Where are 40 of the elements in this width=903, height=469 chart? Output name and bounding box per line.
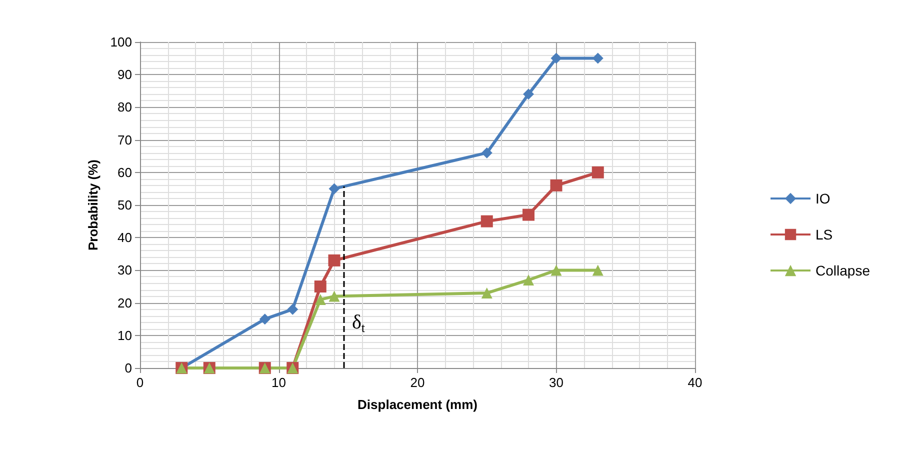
y-tick-label: 0 (124, 360, 132, 376)
legend-label: LS (816, 226, 833, 242)
y-tick-label: 70 (118, 132, 132, 148)
point (481, 288, 492, 299)
point (259, 314, 270, 325)
point (550, 52, 562, 64)
x-tick-label: 30 (549, 375, 564, 390)
point (523, 274, 534, 286)
y-axis-title: Probability (%) (85, 159, 100, 251)
point (592, 264, 604, 276)
point (523, 88, 534, 100)
x-tick-label: 0 (136, 375, 144, 390)
y-tick-label: 80 (118, 100, 132, 115)
point (480, 215, 493, 228)
y-tick-label: 10 (118, 328, 132, 343)
x-tick-label: 40 (688, 375, 702, 390)
point (287, 304, 298, 315)
point (328, 254, 340, 266)
point (550, 179, 562, 192)
point (522, 208, 534, 221)
point (592, 52, 604, 64)
x-axis-title: Displacement (mm) (358, 397, 478, 412)
x-tick-label: 20 (410, 375, 425, 390)
legend-label: IO (816, 190, 830, 206)
y-tick-label: 90 (118, 67, 132, 82)
y-tick-label: 20 (118, 295, 132, 310)
legend-label: Collapse (816, 262, 870, 278)
point (328, 183, 340, 194)
y-tick-label: 30 (118, 262, 132, 278)
point (592, 166, 604, 178)
point (314, 280, 326, 292)
y-tick-label: 50 (118, 198, 132, 212)
y-tick-label: 100 (110, 34, 132, 50)
x-tick-label: 10 (272, 375, 286, 390)
point (481, 147, 492, 158)
point (550, 264, 562, 276)
point (314, 294, 326, 306)
point (328, 290, 340, 302)
y-tick-label: 40 (118, 230, 132, 246)
y-tick-label: 60 (118, 164, 132, 180)
